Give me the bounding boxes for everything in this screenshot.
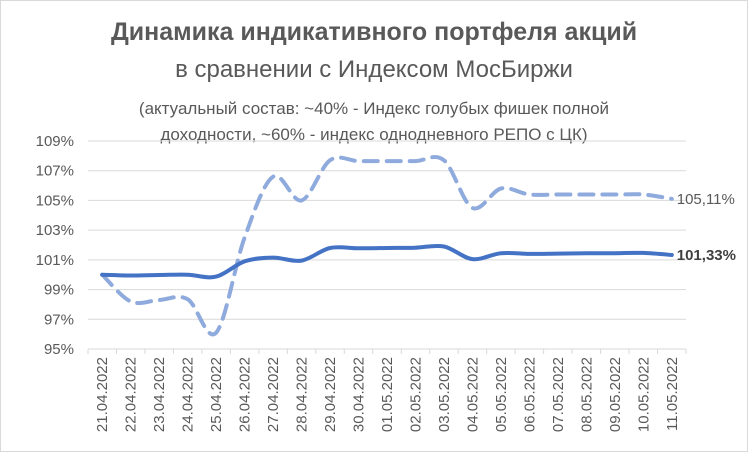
- x-tick-label: 11.05.2022: [664, 357, 681, 431]
- x-tick-label: 04.05.2022: [464, 357, 481, 432]
- y-tick-label: 109%: [36, 133, 74, 150]
- y-tick-label: 107%: [36, 163, 74, 180]
- x-tick-label: 28.04.2022: [294, 357, 311, 432]
- x-tick-label: 01.05.2022: [379, 357, 396, 432]
- x-tick-label: 03.05.2022: [436, 357, 453, 432]
- chart-title-line2: в сравнении с Индексом МосБиржи: [175, 56, 573, 83]
- solid-series-end-label: 101,33%: [677, 247, 736, 264]
- solid-series-line: [100, 243, 674, 280]
- x-tick-label: 27.04.2022: [265, 357, 282, 432]
- dashed-series-end-label: 105,11%: [677, 191, 735, 208]
- chart-subtitle: (актуальный состав: ~40% - Индекс голубы…: [138, 99, 610, 144]
- y-tick-label: 99%: [44, 282, 74, 299]
- y-tick-label: 103%: [36, 222, 74, 239]
- x-tick-label: 02.05.2022: [407, 357, 424, 432]
- y-tick-label: 95%: [44, 341, 74, 358]
- x-tick-label: 07.05.2022: [550, 357, 567, 432]
- y-tick-label: 105%: [36, 192, 74, 209]
- x-tick-label: 06.05.2022: [521, 357, 538, 432]
- x-tick-label: 08.05.2022: [578, 357, 595, 432]
- dashed-series-line: [100, 155, 674, 337]
- x-tick-label: 10.05.2022: [635, 357, 652, 432]
- x-tick-label: 23.04.2022: [151, 357, 168, 432]
- x-tick-label: 21.04.2022: [94, 357, 111, 432]
- x-tick-label: 09.05.2022: [607, 357, 624, 432]
- x-tick-label: 26.04.2022: [237, 357, 254, 432]
- x-tick-label: 22.04.2022: [123, 357, 140, 432]
- x-tick-label: 24.04.2022: [180, 357, 197, 432]
- y-tick-label: 101%: [36, 252, 74, 269]
- y-tick-label: 97%: [44, 311, 74, 328]
- chart-title: Динамика индикативного портфеля акций: [110, 18, 638, 46]
- x-tick-label: 29.04.2022: [322, 357, 339, 432]
- x-tick-label: 25.04.2022: [208, 357, 225, 432]
- x-tick-label: 30.04.2022: [351, 357, 368, 432]
- x-tick-label: 05.05.2022: [493, 357, 510, 432]
